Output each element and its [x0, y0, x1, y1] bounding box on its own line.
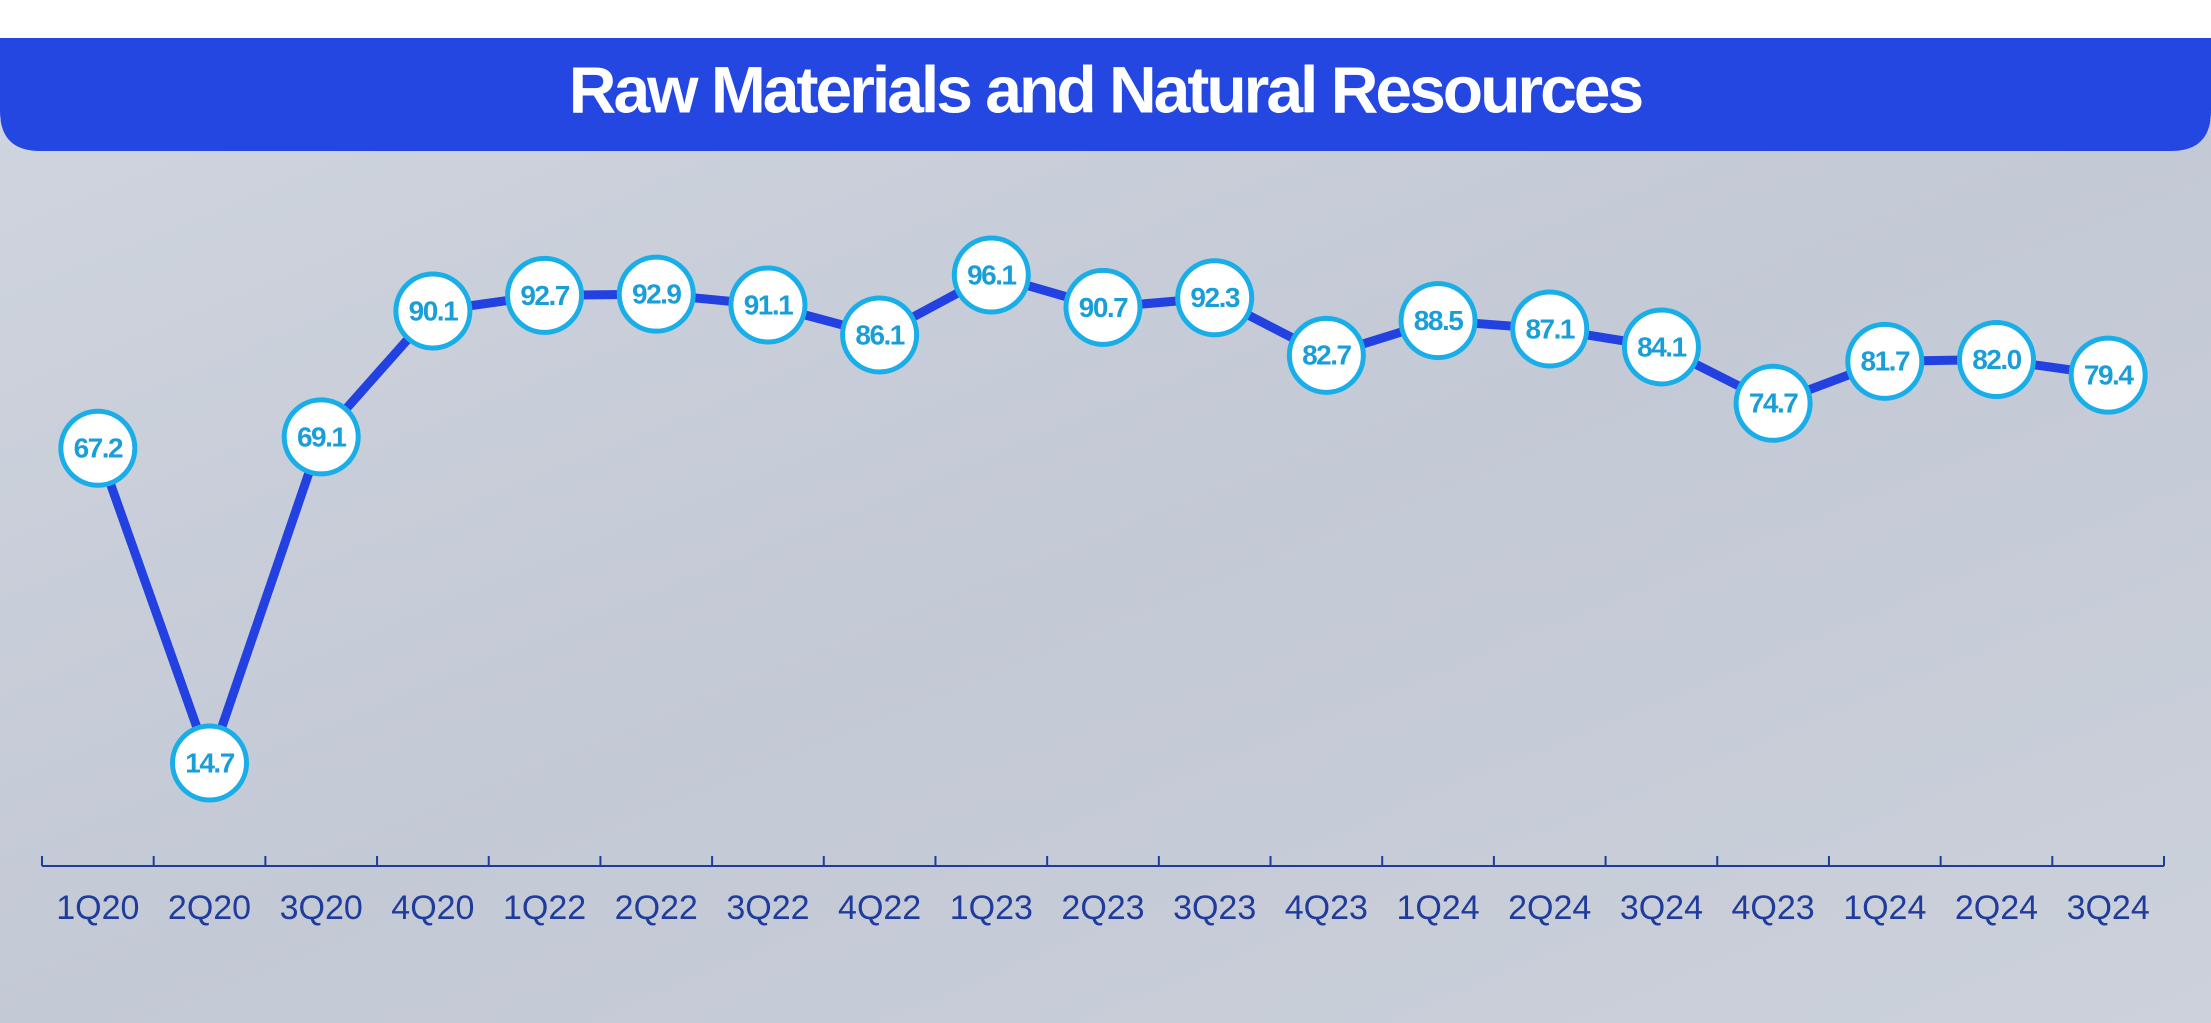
data-marker	[1175, 258, 1255, 338]
x-tick-label: 1Q22	[503, 889, 586, 927]
data-label: 88.5	[1414, 305, 1463, 336]
data-label: 90.1	[409, 295, 458, 326]
data-label: 82.7	[1302, 340, 1351, 371]
data-marker	[393, 271, 473, 351]
data-marker	[1621, 307, 1701, 387]
data-label: 92.9	[632, 279, 681, 310]
data-marker	[1510, 289, 1590, 369]
x-tick-label: 3Q22	[726, 889, 809, 927]
x-tick-label: 2Q20	[168, 889, 251, 927]
data-marker	[728, 265, 808, 345]
x-tick-label: 3Q24	[1620, 889, 1703, 927]
chart-title: Raw Materials and Natural Resources	[569, 52, 1642, 126]
data-marker	[281, 397, 361, 477]
data-label: 82.0	[1972, 344, 2021, 375]
data-marker	[2068, 335, 2148, 415]
x-tick-label: 2Q24	[1955, 889, 2038, 927]
x-tick-label: 4Q22	[838, 889, 921, 927]
x-tick-label: 2Q22	[615, 889, 698, 927]
x-tick-label: 3Q20	[280, 889, 363, 927]
x-tick-label: 1Q24	[1396, 889, 1479, 927]
data-label: 79.4	[2084, 360, 2134, 391]
x-tick-label: 2Q23	[1061, 889, 1144, 927]
data-label: 84.1	[1637, 331, 1686, 362]
data-marker	[951, 235, 1031, 315]
data-marker	[58, 408, 138, 488]
x-tick-label: 3Q24	[2067, 889, 2150, 927]
data-marker	[170, 723, 250, 803]
x-tick-label: 3Q23	[1173, 889, 1256, 927]
data-label: 69.1	[297, 421, 346, 452]
data-label: 92.7	[520, 280, 569, 311]
data-label: 87.1	[1525, 313, 1574, 344]
data-marker	[1063, 267, 1143, 347]
x-tick-label: 4Q20	[391, 889, 474, 927]
data-marker	[1956, 320, 2036, 400]
data-label: 67.2	[74, 433, 123, 464]
data-marker	[1845, 321, 1925, 401]
data-label: 81.7	[1861, 346, 1910, 377]
rock-background	[0, 120, 2211, 1023]
data-label: 14.7	[185, 747, 234, 778]
data-label: 91.1	[744, 289, 793, 320]
data-marker	[1733, 363, 1813, 443]
data-label: 92.3	[1190, 282, 1239, 313]
data-label: 86.1	[855, 319, 904, 350]
x-tick-label: 1Q20	[56, 889, 139, 927]
data-label: 74.7	[1749, 388, 1798, 419]
data-marker	[1286, 315, 1366, 395]
data-marker	[505, 255, 585, 335]
x-tick-label: 4Q23	[1732, 889, 1815, 927]
data-label: 96.1	[967, 259, 1016, 290]
data-marker	[616, 254, 696, 334]
x-tick-label: 1Q24	[1843, 889, 1926, 927]
title-bar	[0, 38, 2211, 151]
x-tick-label: 1Q23	[950, 889, 1033, 927]
x-tick-label: 2Q24	[1508, 889, 1591, 927]
data-marker	[840, 295, 920, 375]
data-marker	[1398, 281, 1478, 361]
data-label: 90.7	[1079, 292, 1128, 323]
x-tick-label: 4Q23	[1285, 889, 1368, 927]
